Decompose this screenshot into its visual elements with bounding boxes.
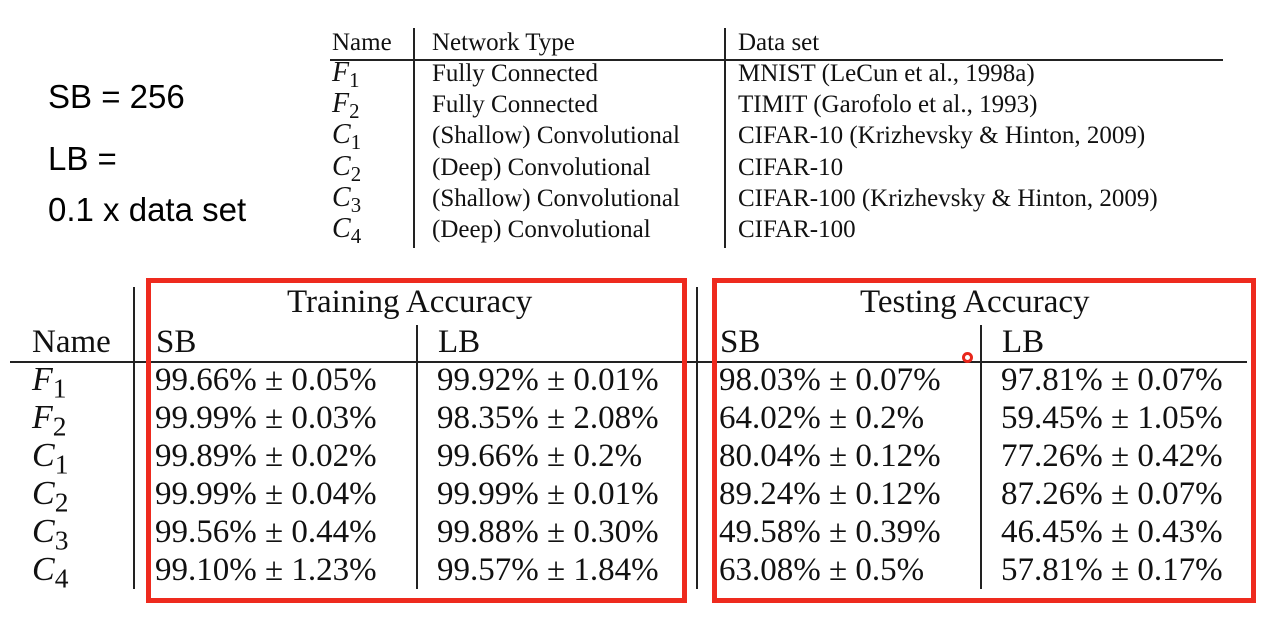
networks-table-divider-1 [413, 28, 415, 248]
accuracy-table-group-divider [696, 287, 698, 589]
accuracy-row-test-lb: 46.45% ± 0.43% [1001, 514, 1223, 550]
networks-row-dataset: CIFAR-10 (Krizhevsky & Hinton, 2009) [738, 122, 1146, 149]
networks-row-dataset: CIFAR-10 [738, 154, 844, 181]
accuracy-row-name-cell: C4 [32, 553, 68, 592]
sb-note: SB = 256 [48, 78, 185, 115]
accuracy-row-train-sb: 99.10% ± 1.23% [155, 552, 377, 588]
networks-header-dataset: Data set [738, 29, 820, 56]
networks-row-dataset: CIFAR-100 (Krizhevsky & Hinton, 2009) [738, 185, 1158, 212]
cursor-indicator [962, 352, 973, 363]
accuracy-row-test-sb: 89.24% ± 0.12% [719, 476, 941, 512]
training-lb-header: LB [438, 324, 481, 360]
networks-row-name-cell: C4 [332, 215, 361, 247]
accuracy-table-training-divider [416, 325, 418, 589]
accuracy-row-train-sb: 99.56% ± 0.44% [155, 514, 377, 550]
networks-header-type: Network Type [432, 29, 575, 56]
accuracy-header-name: Name [32, 324, 111, 360]
accuracy-row-test-sb: 98.03% ± 0.07% [719, 362, 941, 398]
networks-header-name: Name [332, 29, 392, 56]
accuracy-row-train-sb: 99.66% ± 0.05% [155, 362, 377, 398]
networks-table-divider-2 [724, 28, 726, 248]
accuracy-row-name-subscript: 1 [54, 448, 69, 480]
testing-lb-header: LB [1002, 324, 1045, 360]
networks-row-name-letter: F [332, 57, 350, 88]
networks-row-type: Fully Connected [432, 60, 598, 87]
networks-row-name-cell: C3 [332, 184, 361, 216]
accuracy-row-name-cell: C3 [32, 515, 68, 554]
networks-table-header-rule [330, 59, 1223, 61]
networks-row-type: Fully Connected [432, 91, 598, 118]
accuracy-row-test-lb: 97.81% ± 0.07% [1001, 362, 1223, 398]
accuracy-row-name-letter: C [32, 513, 55, 550]
networks-row-name-subscript: 2 [350, 162, 362, 186]
networks-row-name-subscript: 2 [349, 99, 360, 123]
accuracy-row-name-cell: F1 [32, 363, 67, 402]
networks-row-dataset: MNIST (LeCun et al., 1998a) [738, 60, 1035, 87]
training-accuracy-highlight [146, 278, 687, 603]
networks-row-name-subscript: 1 [350, 130, 362, 154]
accuracy-row-name-subscript: 2 [52, 410, 67, 442]
networks-row-name-letter: C [332, 182, 351, 213]
testing-accuracy-header: Testing Accuracy [860, 284, 1090, 320]
networks-row-type: (Deep) Convolutional [432, 216, 651, 243]
accuracy-row-name-letter: F [32, 399, 53, 436]
testing-accuracy-highlight [712, 278, 1256, 603]
accuracy-row-name-subscript: 1 [52, 372, 67, 404]
networks-row-type: (Deep) Convolutional [432, 154, 651, 181]
accuracy-row-test-sb: 64.02% ± 0.2% [719, 400, 925, 436]
networks-row-name-cell: F2 [332, 90, 360, 122]
networks-row-type: (Shallow) Convolutional [432, 185, 680, 212]
accuracy-row-train-lb: 99.57% ± 1.84% [437, 552, 659, 588]
accuracy-row-name-letter: F [32, 361, 53, 398]
accuracy-row-name-cell: C1 [32, 439, 68, 478]
lb-note-line2: 0.1 x data set [48, 191, 247, 228]
accuracy-row-name-letter: C [32, 437, 55, 474]
accuracy-row-train-lb: 99.66% ± 0.2% [437, 438, 643, 474]
accuracy-row-name-cell: C2 [32, 477, 68, 516]
networks-row-name-cell: C2 [332, 153, 361, 185]
networks-row-name-letter: F [332, 88, 350, 119]
networks-row-name-subscript: 4 [350, 224, 362, 248]
networks-row-name-letter: C [332, 151, 351, 182]
accuracy-table-testing-divider [980, 325, 982, 589]
accuracy-row-test-lb: 59.45% ± 1.05% [1001, 400, 1223, 436]
accuracy-row-name-subscript: 2 [54, 486, 69, 518]
networks-row-name-cell: F1 [332, 59, 360, 91]
accuracy-row-test-lb: 87.26% ± 0.07% [1001, 476, 1223, 512]
training-accuracy-header: Training Accuracy [287, 284, 533, 320]
networks-row-type: (Shallow) Convolutional [432, 122, 680, 149]
accuracy-row-train-sb: 99.99% ± 0.04% [155, 476, 377, 512]
accuracy-row-train-lb: 98.35% ± 2.08% [437, 400, 659, 436]
accuracy-row-test-lb: 77.26% ± 0.42% [1001, 438, 1223, 474]
testing-sb-header: SB [720, 324, 761, 360]
networks-row-dataset: TIMIT (Garofolo et al., 1993) [738, 91, 1038, 118]
accuracy-row-train-sb: 99.99% ± 0.03% [155, 400, 377, 436]
accuracy-row-name-letter: C [32, 475, 55, 512]
networks-row-name-subscript: 3 [350, 193, 362, 217]
accuracy-row-test-lb: 57.81% ± 0.17% [1001, 552, 1223, 588]
accuracy-row-name-cell: F2 [32, 401, 67, 440]
accuracy-row-test-sb: 63.08% ± 0.5% [719, 552, 925, 588]
accuracy-row-train-lb: 99.99% ± 0.01% [437, 476, 659, 512]
accuracy-table-name-divider [133, 287, 135, 589]
lb-note-line1: LB = [48, 140, 117, 177]
networks-row-name-letter: C [332, 119, 351, 150]
networks-row-name-cell: C1 [332, 121, 361, 153]
accuracy-row-name-letter: C [32, 551, 55, 588]
accuracy-row-train-lb: 99.92% ± 0.01% [437, 362, 659, 398]
accuracy-row-test-sb: 80.04% ± 0.12% [719, 438, 941, 474]
accuracy-row-train-sb: 99.89% ± 0.02% [155, 438, 377, 474]
accuracy-row-name-subscript: 3 [54, 524, 69, 556]
networks-row-name-letter: C [332, 213, 351, 244]
accuracy-row-train-lb: 99.88% ± 0.30% [437, 514, 659, 550]
accuracy-table-header-rule [10, 361, 1247, 363]
networks-row-name-subscript: 1 [349, 68, 360, 92]
training-sb-header: SB [156, 324, 197, 360]
networks-row-dataset: CIFAR-100 [738, 216, 856, 243]
accuracy-row-name-subscript: 4 [54, 562, 69, 594]
accuracy-row-test-sb: 49.58% ± 0.39% [719, 514, 941, 550]
